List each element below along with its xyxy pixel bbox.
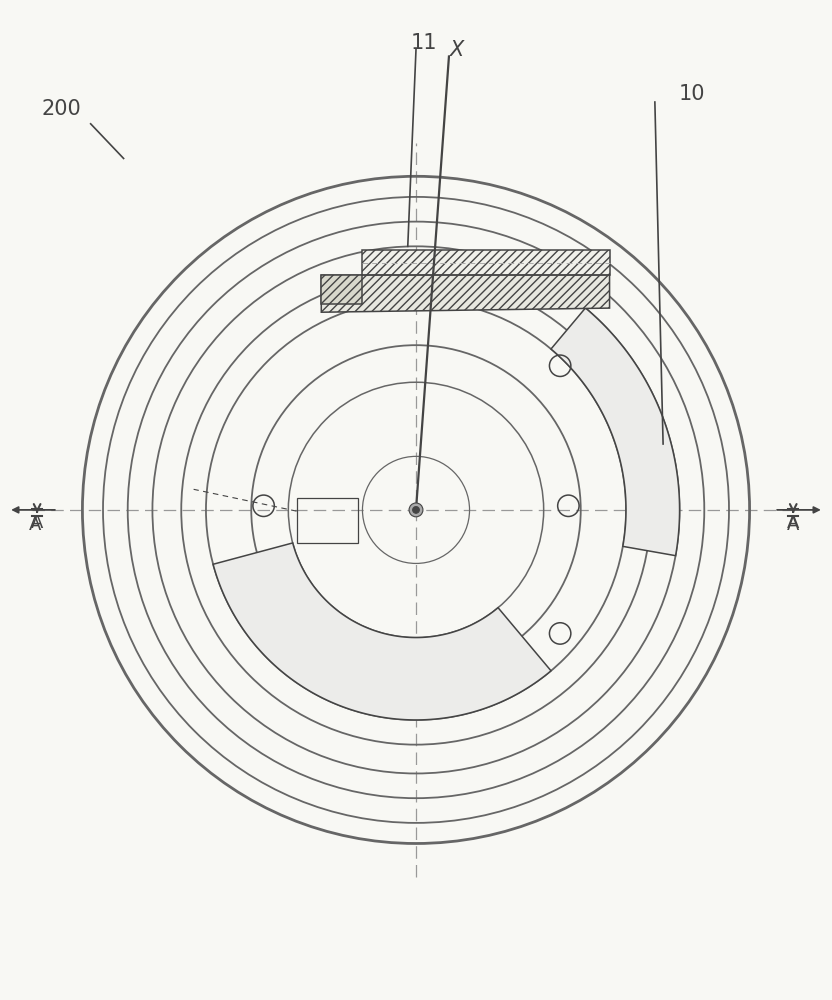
Text: A: A — [787, 514, 800, 532]
Circle shape — [409, 503, 423, 517]
Text: 11: 11 — [411, 33, 438, 53]
Text: A: A — [29, 516, 42, 534]
Circle shape — [413, 506, 419, 513]
Text: 200: 200 — [42, 99, 82, 119]
Bar — [296, 498, 359, 543]
Text: A: A — [31, 514, 43, 532]
Polygon shape — [363, 250, 610, 275]
Text: A: A — [787, 516, 800, 534]
Text: X: X — [450, 40, 464, 60]
Polygon shape — [321, 275, 363, 304]
Polygon shape — [551, 308, 680, 556]
Polygon shape — [321, 275, 610, 312]
Text: 10: 10 — [679, 84, 706, 104]
Polygon shape — [213, 543, 551, 720]
